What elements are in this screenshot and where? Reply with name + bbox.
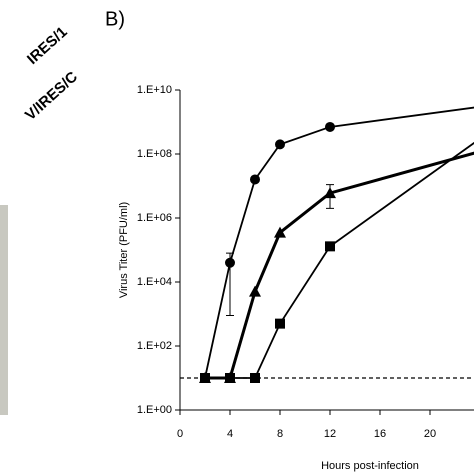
marker bbox=[250, 174, 260, 185]
y-tick-label: 1.E+00 bbox=[137, 404, 172, 416]
y-tick-label: 1.E+02 bbox=[137, 340, 172, 352]
gel-strip bbox=[0, 205, 8, 415]
x-tick-label: 8 bbox=[277, 428, 283, 440]
marker bbox=[249, 285, 261, 297]
x-tick-label: 0 bbox=[177, 428, 183, 440]
x-tick-label: 20 bbox=[424, 428, 436, 440]
x-tick-label: 4 bbox=[227, 428, 233, 440]
marker bbox=[225, 257, 235, 268]
marker bbox=[324, 187, 336, 199]
marker bbox=[275, 139, 285, 150]
marker bbox=[325, 121, 335, 132]
marker bbox=[275, 318, 285, 329]
cropped-label: V/IRES/C bbox=[22, 68, 81, 124]
y-axis-label: Virus Titer (PFU/ml) bbox=[118, 202, 130, 298]
x-tick-label: 16 bbox=[374, 428, 386, 440]
marker bbox=[250, 373, 260, 383]
marker bbox=[325, 241, 335, 252]
x-tick-label: 12 bbox=[324, 428, 336, 440]
plot-area bbox=[180, 106, 474, 383]
marker bbox=[225, 373, 235, 383]
y-tick-label: 1.E+10 bbox=[137, 84, 172, 96]
x-axis-label: Hours post-infection bbox=[321, 460, 419, 472]
y-tick-label: 1.E+04 bbox=[137, 276, 172, 288]
marker bbox=[274, 226, 286, 238]
y-tick-label: 1.E+08 bbox=[137, 148, 172, 160]
series-line bbox=[205, 151, 474, 380]
marker bbox=[200, 373, 210, 383]
cropped-label: IRES/1 bbox=[24, 23, 71, 67]
panel-label: B) bbox=[105, 8, 125, 30]
series-line bbox=[205, 141, 474, 379]
series-line bbox=[204, 106, 474, 379]
y-tick-label: 1.E+06 bbox=[137, 212, 172, 224]
